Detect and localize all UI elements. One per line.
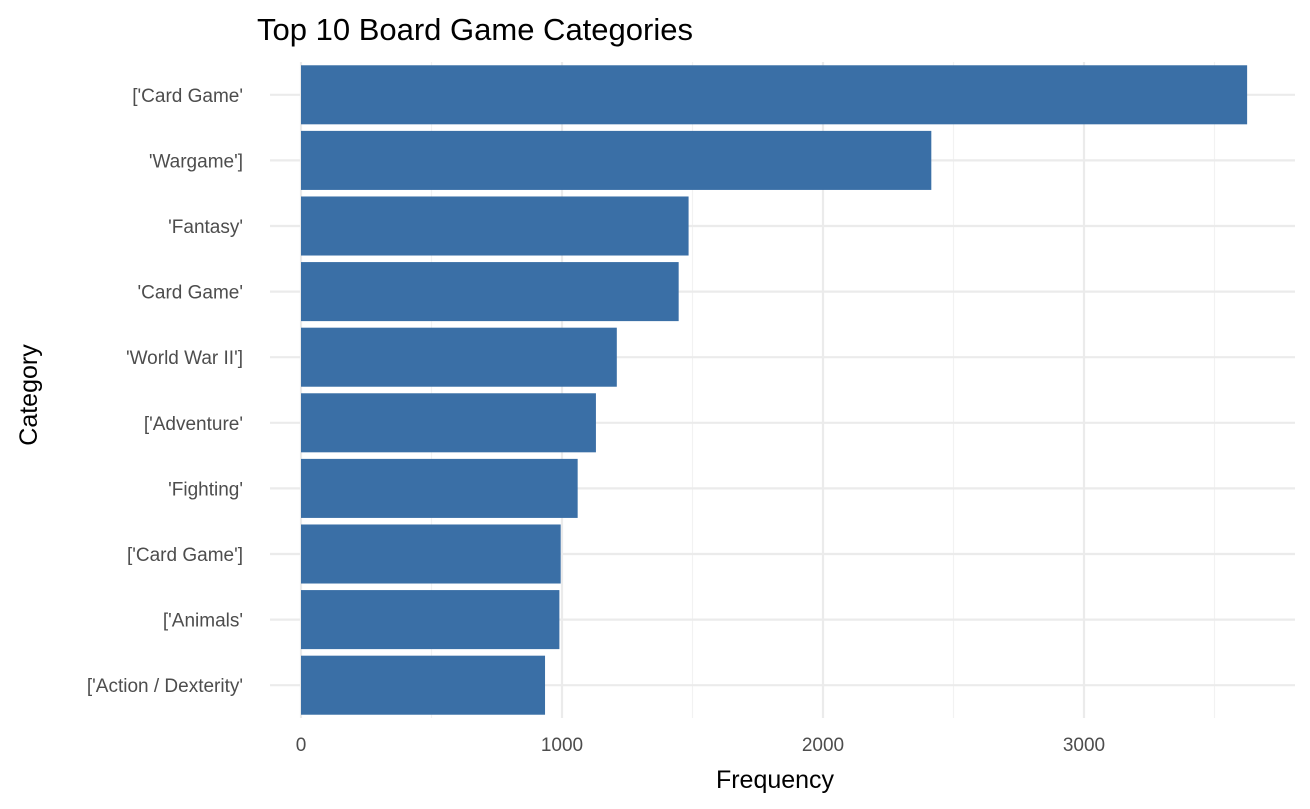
y-tick-label: 'Fantasy' xyxy=(168,217,243,238)
bar xyxy=(301,196,689,256)
y-tick-label: ['Card Game' xyxy=(132,86,243,107)
x-tick-label: 1000 xyxy=(541,735,583,756)
bar xyxy=(301,327,617,387)
bar xyxy=(301,262,679,322)
bar xyxy=(301,590,560,650)
x-axis-title: Frequency xyxy=(716,766,835,794)
y-tick-label: 'Wargame'] xyxy=(149,151,243,172)
bar xyxy=(301,458,578,518)
bar xyxy=(301,655,546,715)
y-tick-label: 'Fighting' xyxy=(168,479,243,500)
bar xyxy=(301,65,1248,125)
x-tick-label: 0 xyxy=(296,735,307,756)
x-tick-label: 3000 xyxy=(1063,735,1105,756)
chart-title: Top 10 Board Game Categories xyxy=(257,12,693,47)
y-axis-title: Category xyxy=(15,344,43,446)
y-tick-label: ['Animals' xyxy=(163,611,243,632)
x-tick-labels: 0 1000 2000 3000 xyxy=(296,735,1105,756)
bar xyxy=(301,393,596,453)
bar xyxy=(301,130,932,190)
x-tick-label: 2000 xyxy=(802,735,844,756)
y-tick-label: ['Action / Dexterity' xyxy=(87,676,243,697)
y-tick-label: ['Adventure' xyxy=(144,414,243,435)
bars xyxy=(301,65,1248,715)
y-tick-label: ['Card Game'] xyxy=(127,545,243,566)
y-tick-label: 'World War II'] xyxy=(126,348,243,369)
y-tick-labels: ['Card Game' 'Wargame'] 'Fantasy' 'Card Gam… xyxy=(87,86,243,697)
bar xyxy=(301,524,561,584)
y-tick-label: 'Card Game' xyxy=(138,283,243,304)
